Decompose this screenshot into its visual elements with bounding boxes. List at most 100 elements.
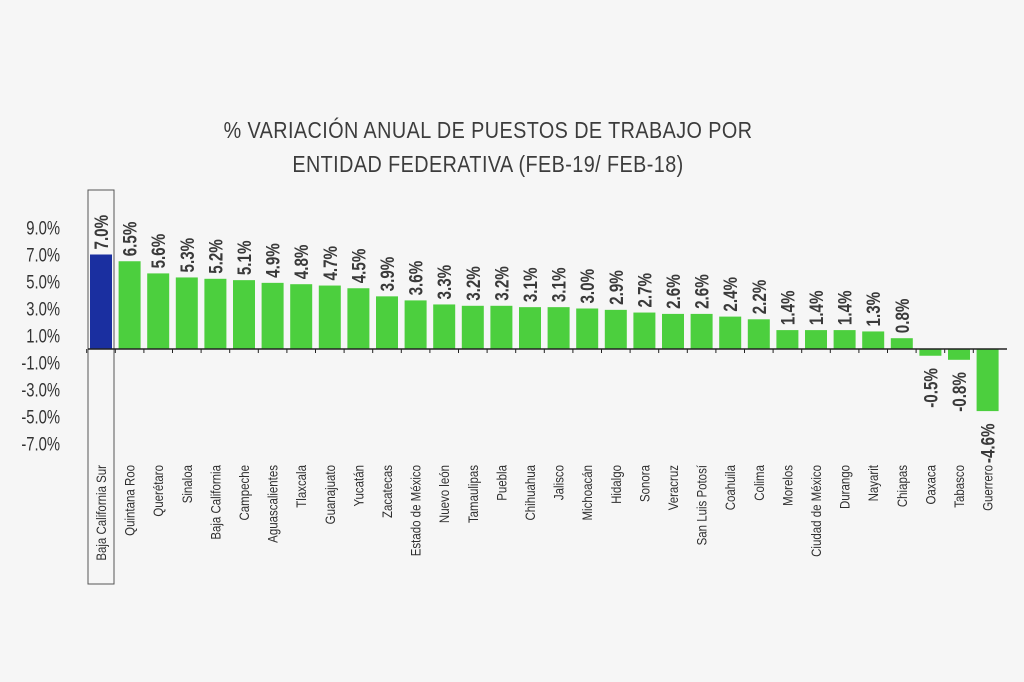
bar (290, 284, 313, 349)
x-tick-label: San Luis Potosí (693, 465, 709, 546)
y-tick-label: -3.0% (21, 380, 60, 401)
x-tick-label: Colima (751, 464, 767, 501)
x-tick-label: Quintana Roo (121, 465, 137, 536)
data-label: 3.3% (434, 265, 456, 300)
data-label: 5.1% (233, 241, 255, 276)
data-label: 1.4% (805, 290, 827, 325)
data-label: -0.5% (920, 368, 942, 408)
data-label: 5.2% (205, 239, 227, 274)
y-tick-label: -7.0% (21, 434, 60, 455)
x-tick-label: Ciudad de México (808, 465, 824, 557)
x-tick-label: Sonora (636, 464, 652, 502)
x-tick-label: Hidalgo (608, 465, 624, 504)
x-tick-label: Durango (836, 465, 852, 509)
data-label: 1.4% (777, 290, 799, 325)
bar (948, 349, 970, 360)
x-tick-label: Estado de México (407, 465, 423, 556)
bar (805, 330, 827, 349)
x-tick-label: Chihuahua (522, 464, 538, 520)
bar (719, 316, 742, 349)
data-label: 2.6% (662, 274, 684, 309)
bar (376, 296, 398, 349)
bar (204, 278, 227, 349)
x-tick-label: Tlaxcala (293, 464, 309, 508)
x-tick-label: Morelos (779, 465, 795, 506)
data-label: 4.5% (348, 249, 370, 284)
data-label: 6.5% (119, 222, 141, 257)
bar (833, 330, 856, 349)
x-tick-label: Yucatán (350, 465, 366, 506)
x-tick-label: Tamaulipas (465, 465, 481, 523)
y-tick-label: -5.0% (21, 407, 60, 428)
chart-title-line-1: % VARIACIÓN ANUAL DE PUESTOS DE TRABAJO … (223, 117, 753, 143)
data-label: 2.9% (605, 270, 627, 305)
chart-title: % VARIACIÓN ANUAL DE PUESTOS DE TRABAJO … (68, 113, 907, 181)
chart-title-line-2: ENTIDAD FEDERATIVA (FEB-19/ FEB-18) (292, 151, 684, 177)
data-label: 2.4% (720, 277, 742, 312)
x-tick-label: Guerrero (979, 465, 995, 511)
bar (461, 305, 484, 349)
x-tick-label: Aguascalientes (264, 465, 280, 543)
bar (175, 277, 198, 349)
y-tick-label: 1.0% (26, 326, 60, 347)
bar (519, 307, 541, 349)
highlight-box (87, 189, 115, 585)
bar (747, 319, 770, 349)
data-label: 4.7% (319, 246, 341, 281)
y-tick-label: 3.0% (26, 299, 60, 320)
y-tick-label: 5.0% (26, 272, 60, 293)
data-label: 3.1% (519, 268, 541, 303)
data-label: 4.9% (262, 243, 284, 278)
x-tick-label: Nayarit (865, 465, 881, 502)
bar (862, 331, 885, 349)
x-tick-label: Jalisco (550, 465, 566, 500)
x-tick-label: Veracruz (665, 465, 681, 510)
bar (662, 313, 684, 349)
x-tick-label: Puebla (493, 464, 509, 501)
x-tick-label: Baja California Sur (93, 464, 109, 560)
bar (233, 280, 255, 349)
x-tick-label: Chiapas (894, 465, 910, 507)
data-label: 4.8% (291, 245, 313, 280)
y-tick-label: 7.0% (26, 245, 60, 266)
bar (347, 288, 370, 349)
x-tick-label: Coahuila (722, 464, 738, 510)
data-label: 3.9% (376, 257, 398, 292)
bar (890, 338, 913, 349)
x-tick-label: Guanajuato (322, 465, 338, 524)
data-label: 3.2% (491, 266, 513, 301)
x-tick-label: Michoacán (579, 465, 595, 520)
data-label: -0.8% (948, 372, 970, 412)
bar (118, 261, 141, 349)
data-label: -4.6% (977, 423, 999, 463)
y-tick-label: 9.0% (26, 218, 60, 239)
bar (919, 349, 942, 356)
bar (776, 330, 799, 349)
bar (404, 300, 427, 349)
bar (433, 304, 456, 349)
data-label: 3.0% (577, 269, 599, 304)
bar (976, 349, 999, 412)
x-tick-label: Nuevo león (436, 465, 452, 523)
bar (261, 282, 284, 349)
bar (147, 273, 170, 349)
x-tick-label: Tabasco (951, 465, 967, 508)
x-tick-label: Querétaro (150, 465, 166, 517)
data-label: 3.6% (405, 261, 427, 296)
data-label: 2.2% (748, 280, 770, 315)
bar (690, 313, 713, 349)
data-label: 1.3% (863, 292, 885, 327)
x-tick-label: Campeche (236, 465, 252, 520)
x-tick-label: Baja California (207, 464, 223, 539)
bar (604, 309, 627, 349)
data-label: 2.7% (634, 273, 656, 308)
bar (576, 308, 599, 349)
data-label: 3.2% (462, 266, 484, 301)
x-tick-label: Sinaloa (179, 464, 195, 503)
x-tick-label: Zacatecas (379, 465, 395, 518)
bar (633, 312, 656, 349)
bar (547, 307, 570, 349)
bar (490, 305, 513, 349)
data-label: 5.6% (148, 234, 170, 269)
